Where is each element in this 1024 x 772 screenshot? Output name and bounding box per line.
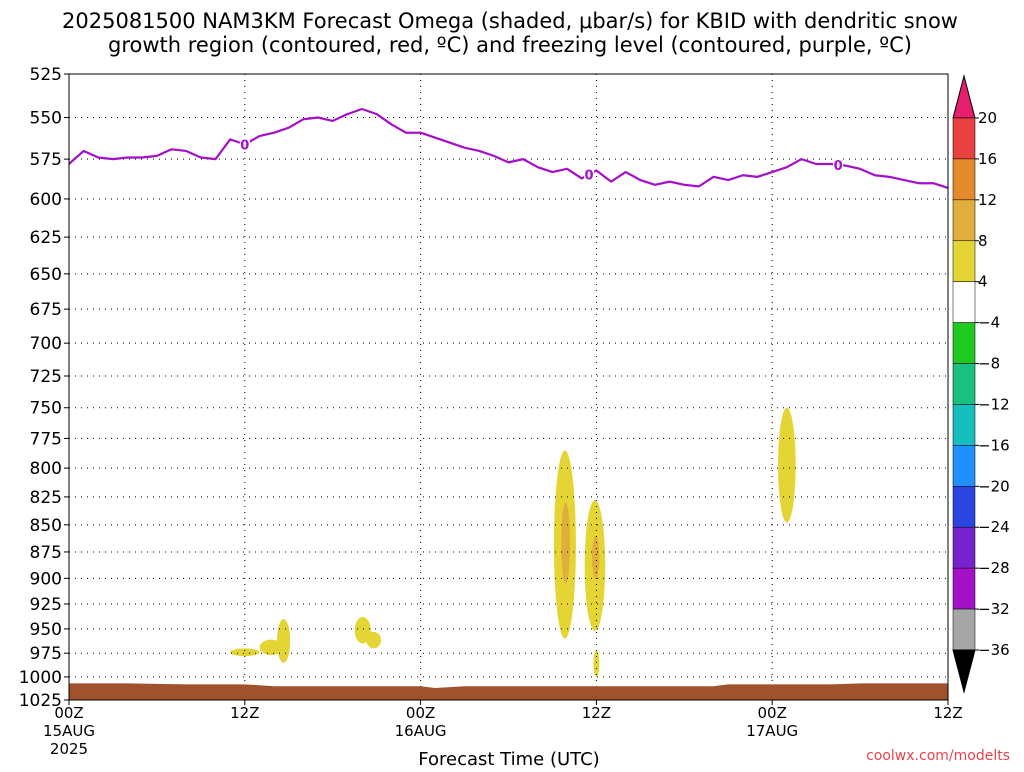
colorbar-segment [952,117,976,160]
colorbar-segment [952,322,976,364]
y-tick-label: 600 [30,190,62,210]
freezing-level-label-bg [833,157,844,172]
x-tick-label: 00Z [758,704,787,722]
x-tick-date: 17AUG [746,722,798,740]
x-tick-label: 12Z [582,704,611,722]
y-tick-label: 725 [30,367,62,387]
colorbar-tick-label: −24 [978,518,1010,536]
x-tick-label: 12Z [230,704,259,722]
y-tick-label: 775 [30,429,62,449]
y-axis-ticks: 525 550 575 600 625 650 675 700 725 750 775 800 825 8… [19,65,69,711]
x-axis-label: Forecast Time (UTC) [418,749,599,768]
site-credit: coolwx.com/modelts [866,748,1010,764]
omega-area [592,535,600,579]
colorbar-segment [952,281,976,323]
colorbar-segment [952,363,976,405]
y-tick-label: 825 [30,488,62,508]
freezing-level-line [68,107,949,190]
y-tick-label: 975 [30,644,62,664]
chart-title-line-2: growth region (contoured, red, ºC) and f… [108,33,912,57]
y-tick-label: 650 [30,265,62,285]
y-tick-label: 925 [30,595,62,615]
omega-area [366,631,382,649]
x-tick-date: 16AUG [395,722,447,740]
colorbar-segment [952,404,976,446]
colorbar-segment [952,567,976,610]
x-tick-label: 00Z [406,704,435,722]
plot-frame [68,73,949,701]
y-tick-label: 1000 [19,668,62,688]
y-tick-label: 700 [30,334,62,354]
colorbar-top-arrow [952,74,976,119]
omega-area [230,648,260,657]
y-tick-label: 850 [30,516,62,536]
colorbar-segment [952,240,976,282]
colorbar-segment [952,445,976,487]
y-tick-label: 1025 [19,691,62,711]
freezing-level-label-bg [584,167,595,182]
colorbar-segment [952,158,976,201]
colorbar-tick-label: −36 [978,641,1010,659]
y-tick-label: 900 [30,569,62,589]
colorbar-tick-label: 12 [978,191,997,209]
colorbar-tick-label: −12 [978,395,1010,413]
chart-title-line-1: 2025081500 NAM3KM Forecast Omega (shaded… [62,9,958,33]
surface-terrain [69,683,948,700]
omega-area [354,617,371,644]
colorbar-tick-label: 16 [978,150,997,168]
omega-area [593,650,600,677]
colorbar-tick-label: 8 [978,232,988,250]
colorbar-segment [952,199,976,242]
x-tick-date: 15AUG [43,722,95,740]
x-tick-year: 2025 [50,740,88,758]
surface-terrain-area [69,683,948,700]
y-tick-label: 550 [30,109,62,129]
colorbar-tick-label: 4 [978,273,988,291]
y-tick-label: 950 [30,620,62,640]
colorbar-tick-label: −4 [978,314,1000,332]
colorbar-tick-label: 20 [978,109,997,127]
x-tick-label: 12Z [933,704,962,722]
colorbar-tick-label: −20 [978,477,1010,495]
colorbar-tick-label: −28 [978,559,1010,577]
omega-area [778,407,796,523]
y-tick-label: 575 [30,150,62,170]
omega-area [561,502,571,584]
omega-colorbar: 20 16 12 8 4 −4 −8 −12 −16 −20 −24 −28 −32 −36 [952,74,1010,694]
omega-area [259,639,283,656]
colorbar-segment [952,608,976,651]
y-tick-label: 525 [30,65,62,85]
freezing-level-label-bg [239,137,250,152]
omega-area [277,619,291,663]
colorbar-segment [952,486,976,528]
freezing-level-contour: 0 0 0 [68,107,949,190]
colorbar-segment [952,526,976,569]
y-tick-label: 750 [30,399,62,419]
freezing-level-label: 0 [834,159,843,174]
omega-shading [230,407,796,677]
x-tick-label: 00Z [54,704,83,722]
freezing-level-label: 0 [585,168,594,183]
freezing-level-label: 0 [240,138,249,153]
y-tick-label: 875 [30,543,62,563]
y-tick-label: 625 [30,228,62,248]
y-tick-label: 800 [30,459,62,479]
y-tick-label: 675 [30,300,62,320]
colorbar-tick-label: −16 [978,436,1010,454]
colorbar-tick-label: −32 [978,600,1010,618]
colorbar-bottom-arrow [952,649,976,694]
colorbar-tick-label: −8 [978,355,1000,373]
grid-lines [68,73,949,701]
